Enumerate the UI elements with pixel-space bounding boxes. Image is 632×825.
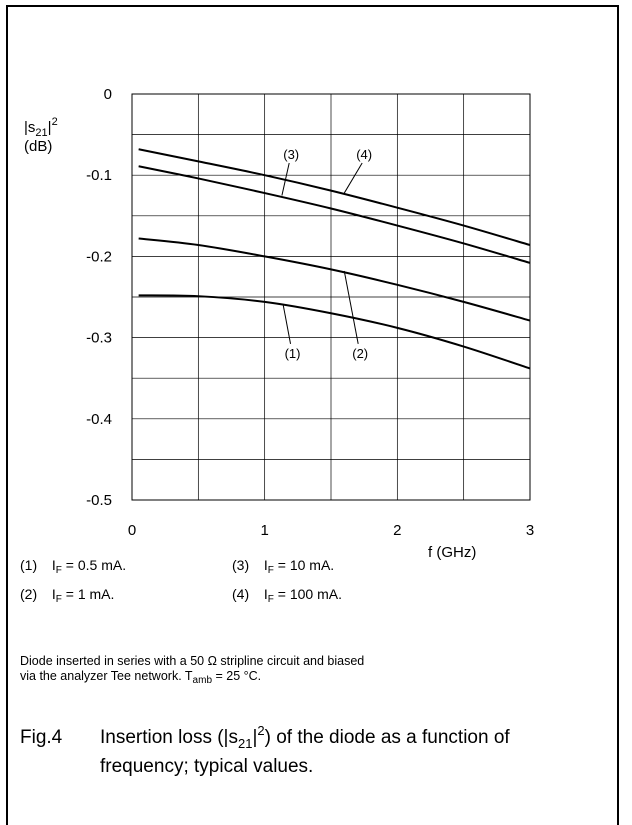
series-line-4	[138, 148, 531, 246]
note-line-1: Diode inserted in series with a 50 Ω str…	[20, 654, 365, 668]
legend-item-1: (1) IF = 0.5 mA.	[20, 557, 127, 576]
curve-label-leaders	[281, 162, 363, 344]
plot-border	[131, 93, 531, 501]
x-axis-label: f (GHz)	[428, 544, 476, 561]
curve-label: (1)	[285, 346, 301, 361]
x-tick-label: 1	[260, 522, 268, 539]
curve-label-leader	[343, 162, 363, 194]
insertion-loss-chart: 0 1 2 3 0 -0.1 -0.2 -0.3 -0.4 -0.5 |s21|2(dB) f (GH…	[24, 86, 534, 561]
curve-label: (3)	[283, 147, 299, 162]
curve-label-leader	[281, 162, 290, 196]
series-line-2	[138, 237, 531, 322]
chart-series	[138, 148, 531, 370]
y-tick-label: -0.5	[86, 492, 112, 509]
curve-label-leader	[282, 305, 292, 344]
figure-frame	[6, 5, 619, 825]
series-line-1	[138, 294, 531, 370]
legend-item-4: (4) IF = 100 mA.	[232, 586, 342, 605]
figure-note: Diode inserted in series with a 50 Ω str…	[20, 654, 600, 686]
y-tick-label: -0.3	[86, 330, 112, 347]
series-line-3	[138, 165, 531, 264]
y-axis-label: |s21|2	[24, 116, 58, 139]
y-axis-unit: (dB)	[24, 138, 52, 155]
legend-item-3: (3) IF = 10 mA.	[232, 557, 335, 576]
chart-text: 0 1 2 3 0 -0.1 -0.2 -0.3 -0.4 -0.5 |s21|2(dB) f (GH…	[24, 86, 534, 561]
legend-item-2: (2) IF = 1 mA.	[20, 586, 115, 605]
x-tick-label: 2	[393, 522, 401, 539]
x-tick-label: 0	[128, 522, 136, 539]
y-tick-label: -0.1	[86, 167, 112, 184]
caption-text: Insertion loss (|s21|2) of the diode as …	[100, 723, 510, 777]
y-tick-label: -0.4	[86, 411, 112, 428]
y-tick-label: 0	[104, 86, 112, 103]
curve-label-leader	[343, 270, 359, 344]
x-tick-label: 3	[526, 522, 534, 539]
curve-label: (2)	[352, 346, 368, 361]
note-line-2: via the analyzer Tee network. Tamb = 25 …	[20, 669, 262, 686]
figure-caption: Fig.4 Insertion loss (|s21|2) of the diod…	[20, 723, 610, 781]
y-tick-label: -0.2	[86, 248, 112, 265]
figure-number: Fig.4	[20, 727, 63, 748]
curve-label: (4)	[356, 147, 372, 162]
chart-grid	[131, 93, 531, 501]
